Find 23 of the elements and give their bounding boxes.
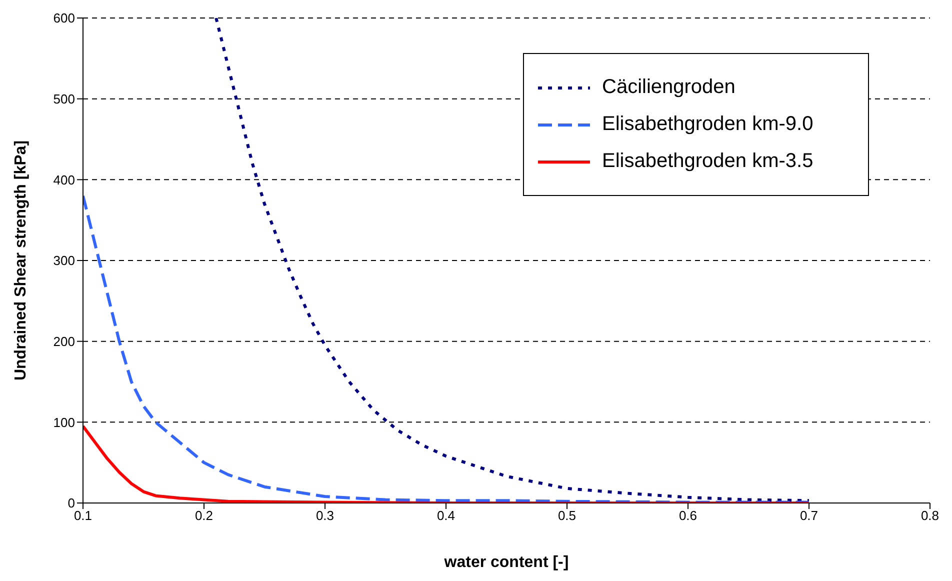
line-series (214, 18, 810, 502)
x-axis-title: water content [-] (443, 554, 569, 571)
x-tick-label: 0.7 (800, 508, 818, 524)
y-tick-label: 500 (53, 91, 75, 106)
y-tick-label: 400 (53, 172, 75, 188)
y-tick-label: 0 (68, 496, 75, 511)
legend-label: Elisabethgroden km-9.0 (602, 113, 814, 136)
y-tick-label: 600 (53, 10, 75, 26)
line-series (83, 194, 810, 503)
x-tick-label: 0.1 (74, 508, 92, 524)
x-tick-label: 0.8 (920, 508, 940, 524)
x-tick-label: 0.6 (678, 508, 698, 524)
y-axis-title: Undrained Shear strength [kPa] (12, 140, 30, 381)
legend-label: Cäciliengroden (602, 76, 736, 99)
legend-label: Elisabethgroden km-3.5 (602, 150, 814, 173)
y-tick-label: 100 (53, 414, 75, 430)
x-tick-label: 0.5 (558, 508, 576, 524)
x-tick-label: 0.4 (436, 508, 456, 524)
line-series (83, 424, 810, 503)
y-tick-label: 300 (53, 253, 75, 268)
x-tick-label: 0.3 (316, 508, 334, 524)
x-tick-label: 0.2 (194, 508, 214, 524)
y-tick-label: 200 (53, 334, 75, 349)
